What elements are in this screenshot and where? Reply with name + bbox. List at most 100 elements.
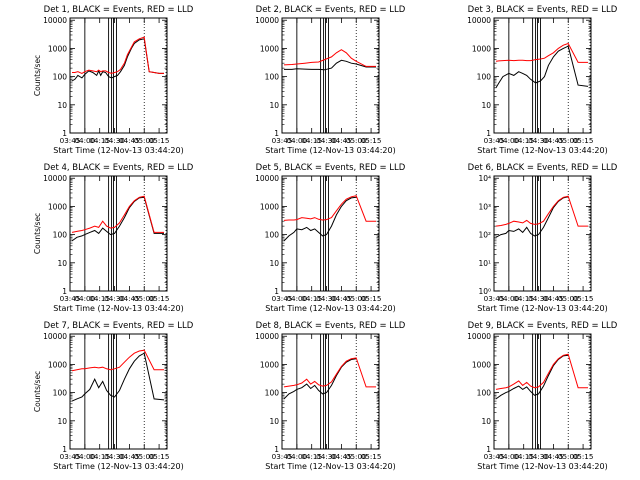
x-tick-label: 03:45	[484, 452, 505, 461]
y-tick-label: 100	[265, 231, 280, 240]
chart-title: Det 8, BLACK = Events, RED = LLD	[256, 321, 406, 331]
y-axis-label: Counts/sec	[33, 55, 42, 96]
y-tick-label: 1000	[260, 360, 279, 369]
x-tick-label: 04:15	[89, 294, 110, 303]
x-tick-label: 05:00	[346, 452, 367, 461]
y-tick-label: 10000	[43, 332, 67, 341]
lld-series-line	[283, 357, 376, 388]
x-tick-label: 04:15	[301, 294, 322, 303]
events-series-line	[283, 358, 357, 400]
x-tick-label: 04:15	[301, 452, 322, 461]
x-tick-label: 05:15	[573, 452, 594, 461]
x-tick-label: 04:00	[74, 452, 95, 461]
x-tick-label: 04:15	[89, 136, 110, 145]
events-series-line	[495, 196, 569, 238]
y-tick-label: 1000	[260, 202, 279, 211]
x-tick-label: 04:45	[119, 452, 140, 461]
x-tick-label: 04:30	[316, 452, 337, 461]
y-tick-label: 10000	[467, 16, 491, 25]
x-tick-label: 04:15	[513, 452, 534, 461]
x-tick-label: 04:30	[528, 452, 549, 461]
y-tick-label: 1	[486, 129, 491, 138]
x-axis-label: Start Time (12-Nov-13 03:44:20)	[53, 146, 183, 155]
y-tick-label: 10	[481, 101, 491, 110]
y-tick-label: 100	[265, 389, 280, 398]
y-tick-label: 10000	[43, 16, 67, 25]
chart-panel-7: Det 7, BLACK = Events, RED = LLD 1 10 100 10…	[33, 321, 194, 471]
x-tick-label: 04:00	[74, 294, 95, 303]
chart-title: Det 4, BLACK = Events, RED = LLD	[44, 163, 194, 173]
y-tick-label: 1	[62, 287, 67, 296]
x-tick-label: 05:15	[149, 294, 170, 303]
x-tick-label: 05:15	[573, 294, 594, 303]
y-tick-label: 10	[481, 417, 491, 426]
y-tick-label: 10	[57, 101, 67, 110]
x-tick-label: 04:00	[286, 452, 307, 461]
lld-series-line	[495, 42, 588, 63]
x-tick-label: 04:45	[331, 136, 352, 145]
y-tick-label: 100	[265, 73, 280, 82]
x-tick-label: 03:45	[484, 294, 505, 303]
x-tick-label: 05:00	[134, 452, 155, 461]
y-tick-label: 10	[57, 259, 67, 268]
lld-series-line	[283, 49, 376, 67]
x-tick-label: 05:00	[558, 294, 579, 303]
plot-frame	[69, 175, 168, 292]
x-tick-label: 04:15	[301, 136, 322, 145]
x-tick-label: 05:00	[134, 294, 155, 303]
x-tick-label: 04:45	[331, 294, 352, 303]
y-tick-label: 10	[57, 417, 67, 426]
y-tick-label: 1	[274, 129, 279, 138]
chart-title: Det 1, BLACK = Events, RED = LLD	[44, 5, 194, 15]
x-tick-label: 03:45	[60, 294, 81, 303]
plot-frame	[493, 17, 592, 134]
x-tick-label: 04:45	[119, 136, 140, 145]
y-tick-label: 10000	[43, 174, 67, 183]
y-tick-label: 100	[53, 231, 68, 240]
x-tick-label: 04:45	[331, 452, 352, 461]
x-tick-label: 04:30	[316, 294, 337, 303]
y-tick-label: 10	[269, 101, 279, 110]
y-tick-label: 10	[269, 259, 279, 268]
plot-frame	[281, 17, 380, 134]
x-tick-label: 04:45	[543, 294, 564, 303]
lld-series-line	[283, 195, 376, 222]
x-tick-label: 05:15	[361, 294, 382, 303]
y-tick-label: 100	[477, 389, 492, 398]
events-series-line	[495, 45, 589, 89]
y-tick-label: 1000	[472, 360, 491, 369]
x-tick-label: 04:00	[498, 294, 519, 303]
y-tick-label: 100	[53, 389, 68, 398]
y-tick-label: 1	[274, 287, 279, 296]
y-tick-label: 10¹	[478, 259, 491, 268]
x-tick-label: 05:00	[346, 294, 367, 303]
y-tick-label: 1	[274, 445, 279, 454]
x-tick-label: 03:45	[272, 136, 293, 145]
y-tick-label: 1000	[472, 44, 491, 53]
chart-title: Det 9, BLACK = Events, RED = LLD	[468, 321, 618, 331]
y-tick-label: 1000	[48, 202, 67, 211]
chart-panel-6: Det 6, BLACK = Events, RED = LLD 10⁰ 10¹ 10…	[468, 163, 618, 313]
x-tick-label: 04:15	[513, 294, 534, 303]
x-tick-label: 04:00	[74, 136, 95, 145]
lld-series-line	[72, 36, 164, 74]
x-tick-label: 03:45	[484, 136, 505, 145]
x-tick-label: 04:00	[498, 136, 519, 145]
events-series-line	[71, 352, 165, 402]
chart-title: Det 5, BLACK = Events, RED = LLD	[256, 163, 406, 173]
x-tick-label: 04:30	[528, 294, 549, 303]
lld-series-line	[495, 195, 588, 227]
x-tick-label: 04:30	[316, 136, 337, 145]
events-series-line	[495, 354, 569, 400]
x-axis-label: Start Time (12-Nov-13 03:44:20)	[265, 462, 395, 471]
y-axis-label: Counts/sec	[33, 213, 42, 254]
plot-frame	[281, 175, 380, 292]
x-tick-label: 04:45	[543, 136, 564, 145]
x-tick-label: 05:15	[361, 136, 382, 145]
chart-panel-9: Det 9, BLACK = Events, RED = LLD 1 10 100 10…	[467, 321, 618, 471]
chart-panel-3: Det 3, BLACK = Events, RED = LLD 1 10 100 10…	[467, 5, 618, 155]
x-tick-label: 05:00	[558, 136, 579, 145]
y-tick-label: 10²	[478, 231, 491, 240]
x-tick-label: 03:45	[272, 452, 293, 461]
lld-series-line	[71, 349, 164, 372]
